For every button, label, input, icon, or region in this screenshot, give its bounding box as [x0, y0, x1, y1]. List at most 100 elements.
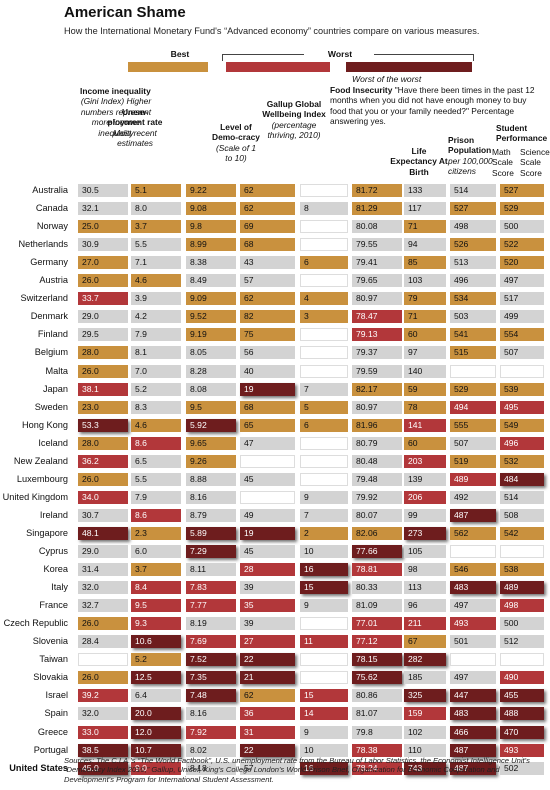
- table-cell: 3.9: [131, 292, 181, 306]
- table-cell: 273: [404, 526, 446, 540]
- table-cell: 9.52: [186, 310, 236, 324]
- country-label: Japan: [42, 383, 68, 394]
- table-cell: 65: [240, 418, 295, 432]
- table-cell: 7.9: [131, 490, 181, 504]
- table-cell: [300, 653, 348, 667]
- subtitle: How the International Monetary Fund's “A…: [64, 26, 480, 36]
- table-cell: [300, 220, 348, 234]
- table-cell: 79.13: [352, 328, 402, 342]
- table-cell: 9: [300, 490, 348, 504]
- table-cell: 203: [404, 454, 446, 468]
- table-cell: 159: [404, 707, 446, 721]
- table-cell: 53.3: [78, 418, 128, 432]
- table-cell: 34.0: [78, 490, 128, 504]
- header-science: Science Scale Score: [520, 147, 550, 178]
- header-democracy: Level of Demo-cracy (Scale of 1 to 10): [212, 122, 260, 164]
- country-label: Malta: [45, 365, 68, 376]
- country-label: France: [39, 600, 68, 611]
- table-cell: 103: [404, 274, 446, 288]
- table-cell: 82.17: [352, 382, 402, 396]
- table-cell: 78.47: [352, 310, 402, 324]
- table-cell: 6.4: [131, 689, 181, 703]
- country-label: Singapore: [26, 527, 68, 538]
- table-cell: 5.2: [131, 653, 181, 667]
- country-label: United States: [9, 762, 68, 773]
- table-cell: 325: [404, 689, 446, 703]
- header-life-title: Life Expectancy At Birth: [390, 146, 448, 177]
- table-cell: 80.07: [352, 508, 402, 522]
- country-label: Netherlands: [18, 239, 68, 250]
- table-cell: 7.83: [186, 581, 236, 595]
- table-cell: 82: [240, 310, 295, 324]
- table-cell: 8.79: [186, 508, 236, 522]
- table-cell: 493: [500, 743, 544, 757]
- table-cell: 79: [404, 292, 446, 306]
- country-label: Luxembourg: [16, 473, 68, 484]
- table-cell: 8.49: [186, 274, 236, 288]
- header-food-insecurity: Food Insecurity "Have there been times i…: [330, 85, 545, 127]
- table-cell: 549: [500, 418, 544, 432]
- table-cell: 71: [404, 220, 446, 234]
- table-cell: 28.0: [78, 346, 128, 360]
- table-cell: 507: [450, 436, 496, 450]
- table-cell: [300, 364, 348, 378]
- table-cell: 28.0: [78, 436, 128, 450]
- country-label: Italy: [51, 582, 68, 593]
- table-cell: [450, 653, 496, 667]
- header-unemployment-title: Unem-ployment rate: [107, 107, 163, 128]
- country-label: Finland: [37, 329, 68, 340]
- table-cell: 27.0: [78, 256, 128, 270]
- table-cell: 30.9: [78, 238, 128, 252]
- table-cell: 500: [500, 220, 544, 234]
- table-cell: 32.7: [78, 599, 128, 613]
- table-cell: [500, 653, 544, 667]
- table-cell: 19: [240, 382, 295, 396]
- table-cell: 9.5: [131, 599, 181, 613]
- country-label: Ireland: [39, 509, 68, 520]
- table-cell: 8.18: [186, 761, 236, 775]
- table-cell: 30.7: [78, 508, 128, 522]
- table-cell: 539: [500, 382, 544, 396]
- legend-worst-tick-right: [473, 54, 474, 61]
- table-cell: 5.89: [186, 526, 236, 540]
- table-cell: 541: [450, 328, 496, 342]
- table-cell: 49: [240, 508, 295, 522]
- table-cell: 496: [500, 436, 544, 450]
- table-cell: 78: [404, 400, 446, 414]
- table-cell: 555: [450, 418, 496, 432]
- header-democracy-note: (Scale of 1 to 10): [215, 142, 257, 164]
- table-cell: 47: [240, 436, 295, 450]
- table-cell: 35: [240, 599, 295, 613]
- table-cell: 6: [300, 256, 348, 270]
- table-cell: 39: [240, 617, 295, 631]
- table-cell: 81.72: [352, 184, 402, 197]
- table-cell: 743: [404, 761, 446, 775]
- country-label: Slovakia: [33, 672, 68, 683]
- table-cell: 78.15: [352, 653, 402, 667]
- table-cell: 96: [404, 599, 446, 613]
- table-cell: 16: [300, 563, 348, 577]
- table-cell: 8.4: [131, 581, 181, 595]
- table-cell: [300, 328, 348, 342]
- table-cell: 10: [300, 545, 348, 558]
- table-cell: [300, 346, 348, 360]
- table-cell: 517: [500, 292, 544, 306]
- country-label: Germany: [30, 257, 68, 268]
- table-cell: 77.01: [352, 617, 402, 631]
- table-cell: 7.35: [186, 671, 236, 685]
- table-cell: 9.3: [131, 617, 181, 631]
- table-cell: 520: [500, 256, 544, 270]
- table-cell: 81.09: [352, 599, 402, 613]
- table-cell: 69: [240, 220, 295, 234]
- table-cell: 78.24: [352, 761, 402, 775]
- header-prison: Prison Population per 100,000 citizens: [448, 135, 494, 177]
- table-cell: 7.29: [186, 545, 236, 558]
- header-student-title: Student Performance: [496, 123, 548, 144]
- table-cell: 513: [450, 256, 496, 270]
- table-cell: 9.0: [131, 761, 181, 775]
- table-cell: 79.92: [352, 490, 402, 504]
- legend-worst-label: Worst: [327, 49, 353, 59]
- table-cell: 22: [240, 653, 295, 667]
- table-cell: 4: [300, 292, 348, 306]
- table-cell: 507: [500, 346, 544, 360]
